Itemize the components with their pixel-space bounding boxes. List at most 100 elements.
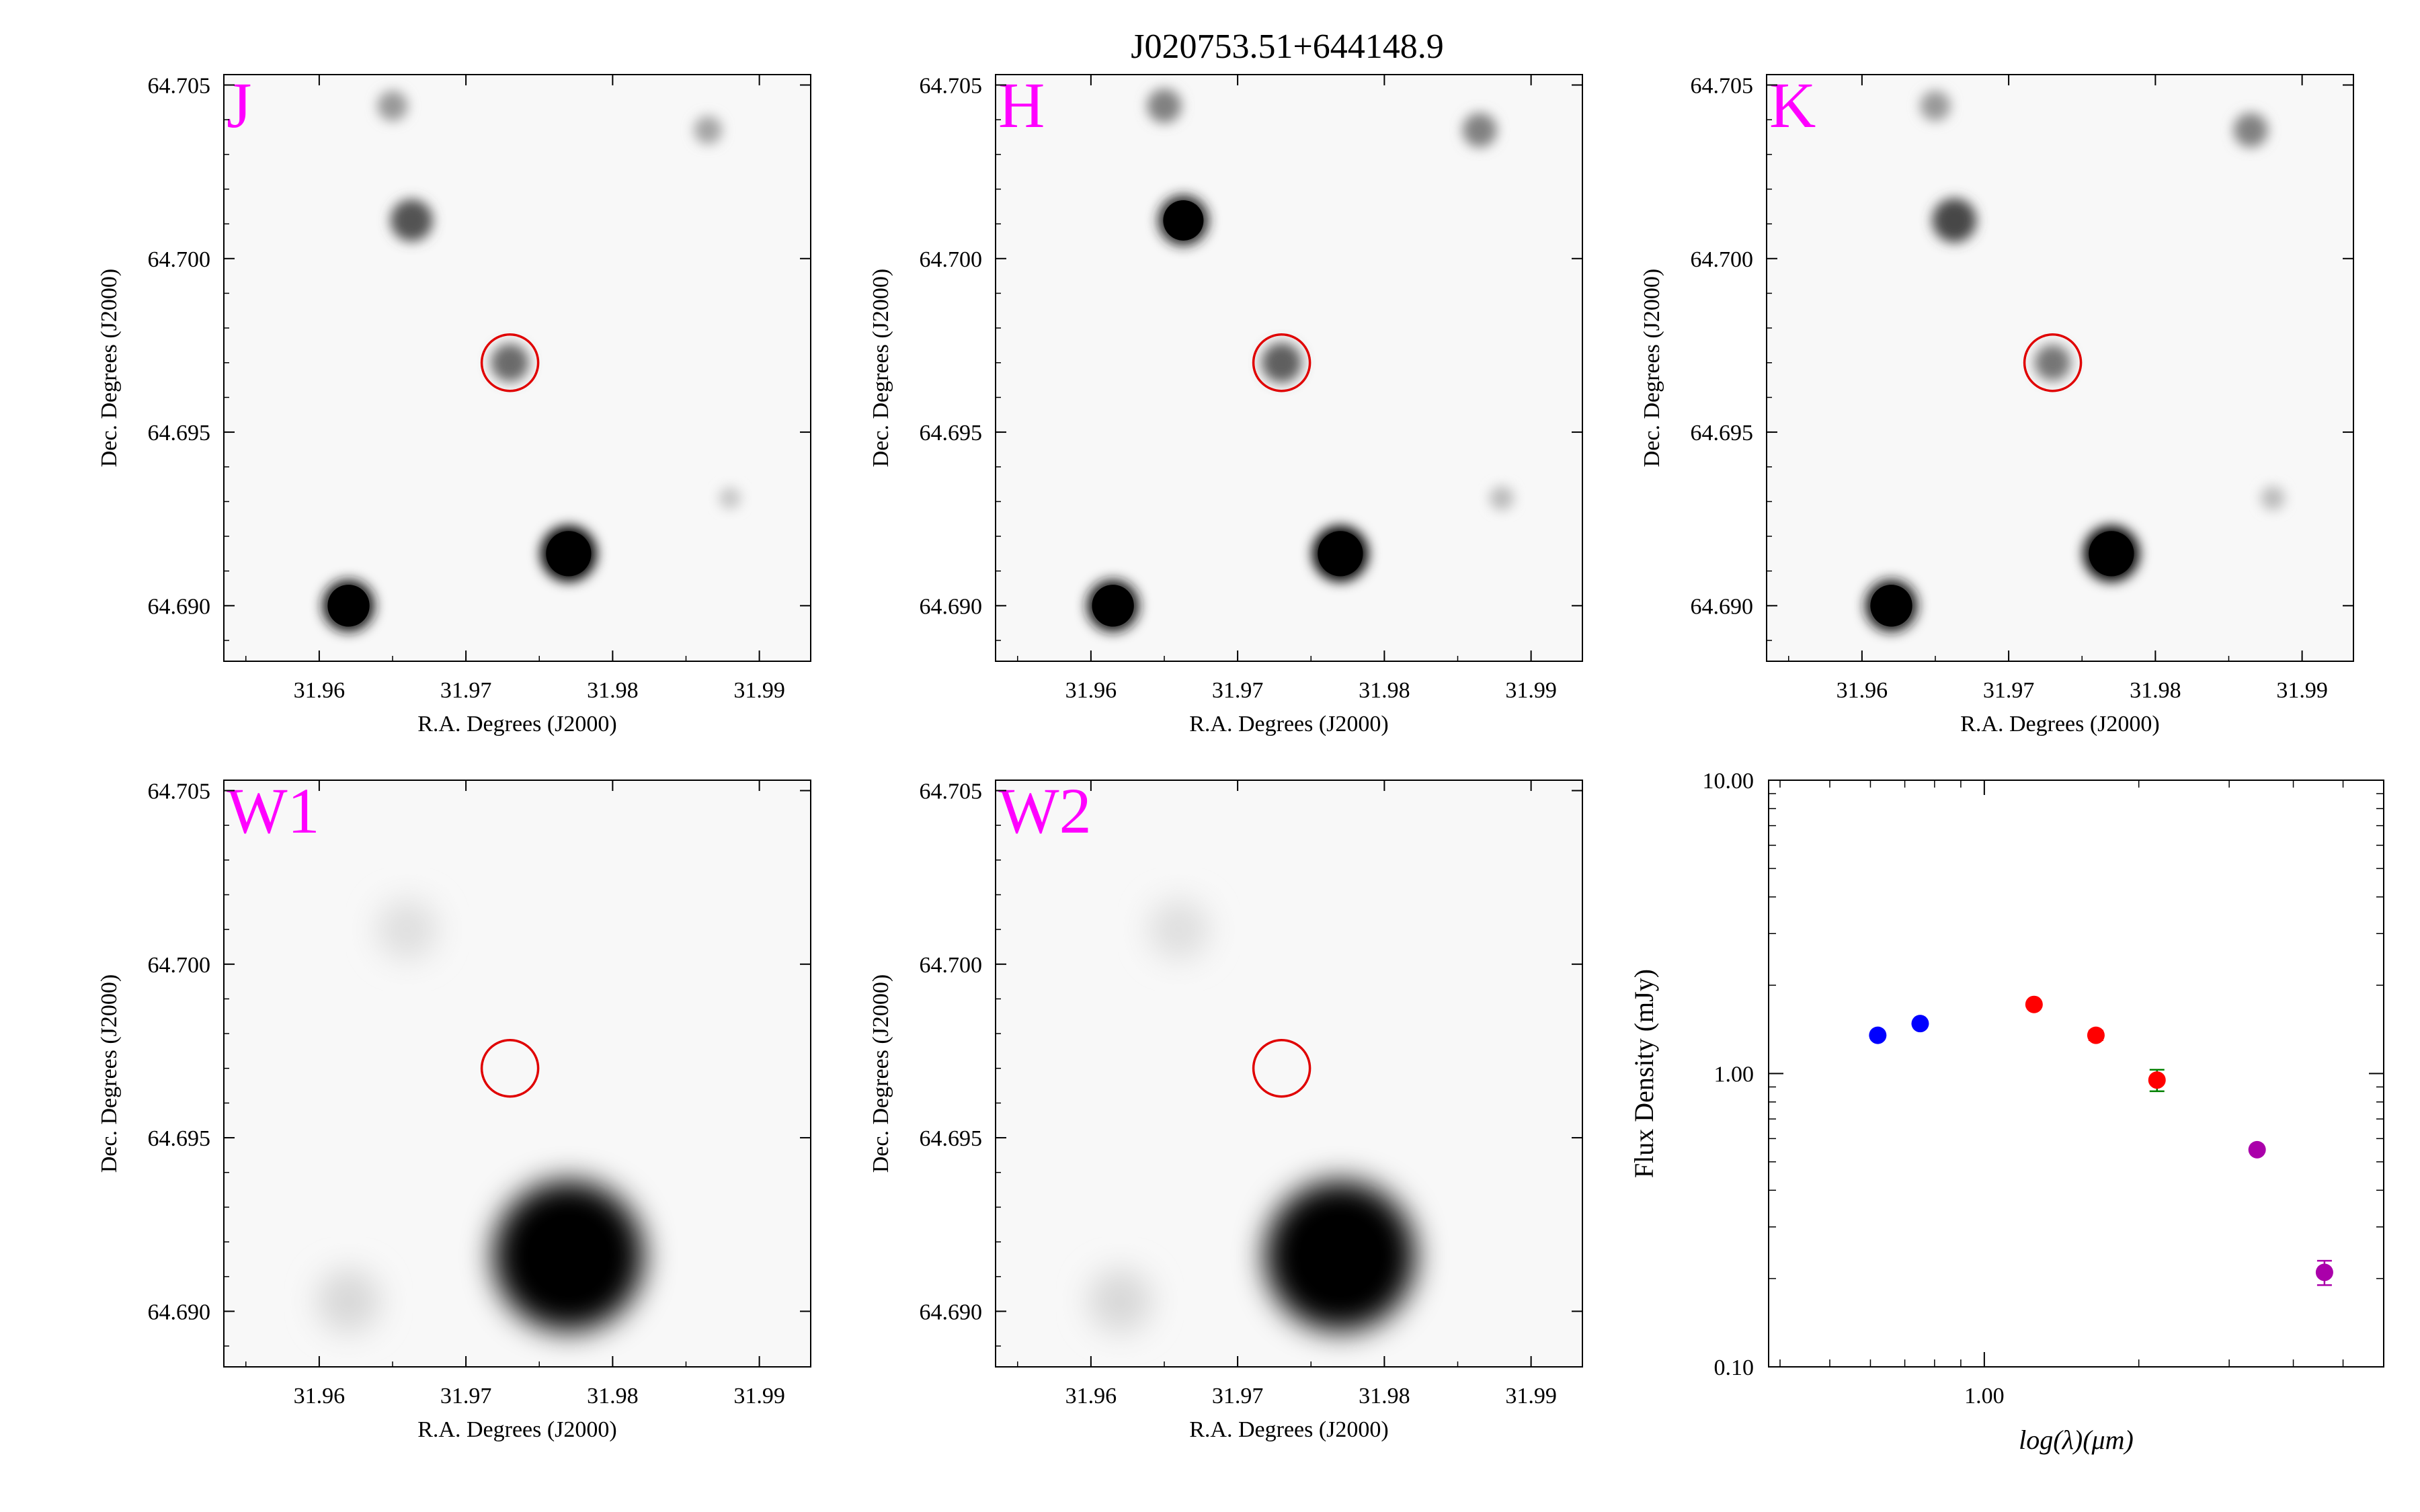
source-3 [1148,898,1210,960]
source-2 [1088,1269,1153,1333]
axes-frame [1768,780,2384,1368]
y-axis-label: Dec. Degrees (J2000) [97,269,122,468]
axes-frame [995,780,1583,1368]
target-circle [1252,1039,1312,1098]
panel-3: K 31.96 31.97 31.98 31.99 64.690 64.695 64.700 6… [1640,69,2354,737]
band-label: H [998,69,1045,141]
source-1 [1147,88,1182,123]
x-tick-label: 31.98 [1359,1384,1410,1409]
source-6 [694,116,723,144]
y-tick-label: 64.695 [1691,421,1754,446]
y-tick-label: 0.10 [1714,1355,1755,1380]
x-tick-label: 31.99 [2276,678,2328,703]
y-tick-label: 64.690 [148,594,211,619]
y-tick-label: 64.690 [920,594,983,619]
y-tick-label: 64.690 [148,1300,211,1325]
source-3 [491,343,530,382]
x-tick-label: 31.98 [1359,678,1410,703]
source-core-4 [2089,531,2134,577]
x-tick-label: 31.97 [1212,1384,1264,1409]
band-label: W2 [998,775,1092,847]
source-7 [719,487,741,509]
band-label: J [227,69,251,141]
y-tick-label: 64.705 [148,779,211,804]
y-tick-label: 64.705 [1691,73,1754,98]
y-tick-label: 64.705 [920,73,983,98]
target-circle [2023,333,2083,392]
x-axis-label: R.A. Degrees (J2000) [1960,712,2160,737]
sources [1865,90,2285,632]
source-core-1 [1298,1214,1382,1298]
x-axis-label: R.A. Degrees (J2000) [417,712,617,737]
source-core-5 [327,585,370,627]
source-1 [377,90,408,121]
x-axis-label: R.A. Degrees (J2000) [1189,712,1389,737]
x-tick-label: 31.98 [2130,678,2181,703]
x-tick-label: 31.99 [733,1384,785,1409]
source-2 [390,199,433,242]
y-tick-label: 64.690 [920,1300,983,1325]
source-core-4 [1318,531,1363,577]
source-3 [2034,344,2071,381]
figure-title: J020753.51+644148.9 [1131,28,1444,66]
source-3 [1261,342,1302,383]
y-axis-label: Flux Density (mJy) [1629,969,1659,1178]
x-tick-label: 31.97 [440,1384,492,1409]
panel-5: W2 31.96 31.97 31.98 31.99 64.690 64.695 64.700… [869,775,1583,1442]
target-circle [1252,333,1312,392]
source-core-1 [526,1214,610,1298]
data-point-3 [2025,995,2043,1013]
panel-2: H 31.96 31.97 31.98 31.99 64.690 64.695 64.700 6… [869,69,1583,737]
source-3 [376,898,438,960]
source-core-5 [1870,585,1912,627]
x-tick-label: 31.96 [1065,1384,1117,1409]
source-1 [1920,90,1951,121]
y-axis-label: Dec. Degrees (J2000) [869,974,893,1173]
y-tick-label: 64.695 [920,1126,983,1151]
panel-4: W1 31.96 31.97 31.98 31.99 64.690 64.695 64.700… [97,775,811,1442]
data-point-2 [1911,1015,1929,1033]
y-axis-label: Dec. Degrees (J2000) [97,974,122,1173]
band-label: K [1769,69,1816,141]
x-tick-label: 31.96 [1065,678,1117,703]
y-tick-label: 10.00 [1703,769,1755,794]
x-tick-label: 31.98 [587,678,639,703]
x-tick-label: 31.97 [440,678,492,703]
band-label: W1 [227,775,320,847]
x-tick-label: 31.97 [1983,678,2035,703]
y-tick-label: 64.700 [148,247,211,272]
source-7 [2260,486,2285,511]
y-tick-label: 64.700 [1691,247,1754,272]
source-7 [1489,486,1514,511]
data-point-1 [1869,1026,1887,1044]
source-core-2 [1163,200,1204,241]
panel-6: 0.10 1.00 10.00 1.00 log(λ)(μm) Flux Density … [1629,769,2384,1455]
axes-frame [1766,74,2354,662]
x-axis-label: R.A. Degrees (J2000) [417,1417,617,1442]
y-tick-label: 64.700 [920,953,983,978]
x-tick-label: 31.99 [1505,1384,1557,1409]
target-circle [480,1039,540,1098]
source-6 [2233,113,2268,148]
sources [316,898,644,1333]
target-circle [480,333,540,392]
axes-frame [223,780,811,1368]
source-core-5 [1092,585,1134,627]
data-point-6 [2248,1140,2266,1159]
sources [1088,898,1416,1333]
y-axis-label: Dec. Degrees (J2000) [1640,269,1664,468]
y-tick-label: 64.695 [148,1126,211,1151]
sources [322,90,741,632]
y-axis-label: Dec. Degrees (J2000) [869,269,893,468]
x-tick-label: 31.97 [1212,678,1264,703]
source-core-4 [546,531,592,577]
axes-frame [223,74,811,662]
x-axis-label: log(λ)(μm) [2019,1425,2134,1455]
y-tick-label: 64.705 [920,779,983,804]
y-tick-label: 64.695 [148,421,211,446]
data-point-5 [2148,1071,2166,1089]
x-tick-label: 31.99 [733,678,785,703]
sources [1086,88,1514,632]
y-tick-label: 64.695 [920,421,983,446]
